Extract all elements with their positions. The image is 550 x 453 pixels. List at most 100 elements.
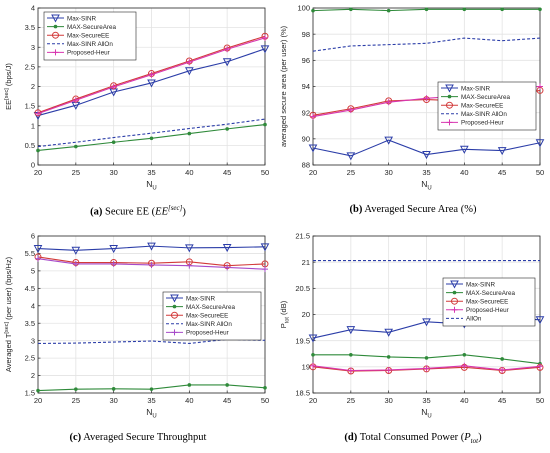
- chart-0-series-1-point-3: [149, 136, 154, 141]
- chart-2-series-1-point-1: [74, 387, 78, 391]
- chart-panel-d: 20 25 30 35 40 45 50 18.5 19 19.5 20 20.5 21 21.5 NU Pt…: [275, 228, 550, 423]
- chart-3-series-3-point-6: [537, 363, 543, 370]
- chart-0-series-4-point-6: [262, 34, 268, 41]
- chart-0-ytick-label-6: 3: [31, 43, 35, 52]
- chart-3-ytick-label-3: 20: [302, 310, 310, 319]
- chart-1-series-1-point-1: [349, 7, 353, 12]
- caption-d: (d) Total Consumed Power (Ptot): [283, 432, 543, 445]
- chart-0-ylabel: EE[sec] (bps/J): [4, 63, 13, 110]
- chart-2-series-4: [35, 255, 268, 273]
- chart-3-legend-marker-2: [451, 297, 458, 305]
- chart-1-legend-label-3: Max-SINR AllOn: [461, 111, 507, 118]
- chart-1-series-0-point-5: [497, 147, 507, 156]
- chart-3-ytick-label-6: 21.5: [295, 232, 310, 241]
- chart-2-ytick-label-5: 4: [31, 301, 35, 310]
- chart-0-legend-label-1: MAX-SecureArea: [67, 24, 116, 31]
- chart-1-ytick-label-5: 98: [302, 30, 310, 39]
- chart-0-series-1-point-5: [225, 127, 229, 131]
- chart-2-legend-marker-1: [172, 304, 177, 309]
- chart-1-xlabel: NU: [421, 179, 431, 192]
- chart-2-series-4-point-6: [262, 266, 268, 273]
- chart-2-series-3-line: [37, 338, 266, 345]
- chart-a-svg: 20 25 30 35 40 45 50 0 0.5 1 1.5 2 2.5 3 3.5 4 NU EE[sec]…: [4, 4, 270, 192]
- chart-1-xtick-label-4: 40: [460, 168, 468, 177]
- caption-d-close: ): [478, 432, 482, 443]
- caption-d-math: P: [464, 432, 471, 443]
- chart-0-ytick-label-3: 1.5: [25, 102, 35, 111]
- chart-1-xtick-label-3: 35: [422, 168, 430, 177]
- chart-0-series-3-line: [37, 118, 266, 148]
- chart-1-series-0-point-1: [346, 152, 356, 161]
- chart-1-legend-label-4: Proposed-Heur: [461, 120, 504, 127]
- chart-1-series-3: [312, 37, 541, 52]
- caption-c: (c) Averaged Secure Throughput: [8, 432, 268, 443]
- chart-0-xtick-label-5: 45: [223, 168, 231, 177]
- chart-3-ytick-label-4: 20.5: [295, 284, 310, 293]
- chart-0-legend-label-2: Max-SecureEE: [67, 33, 109, 40]
- chart-2-xlabel: NU: [146, 407, 156, 420]
- chart-0-ylabel-main: EE: [4, 100, 13, 110]
- chart-2-legend-marker-2: [171, 311, 178, 319]
- chart-3-series-3-point-1: [347, 367, 354, 374]
- chart-0-series-3: [37, 118, 266, 148]
- chart-0-legend-marker-4: [52, 49, 59, 56]
- chart-1-series-1-point-4: [462, 7, 467, 12]
- chart-1-series-1: [311, 7, 542, 13]
- chart-3-ytick-label-1: 19: [302, 362, 310, 371]
- chart-1-series-4-point-2: [385, 99, 392, 106]
- chart-1-series-4-point-6: [537, 83, 543, 90]
- chart-1-ytick-label-2: 92: [302, 108, 310, 117]
- chart-1-ytick-label-6: 100: [297, 4, 310, 13]
- chart-1-legend-label-0: Max-SINR: [461, 85, 490, 92]
- chart-1-legend: Max-SINR MAX-SecureArea Max-SecureEEMax-SI…: [437, 81, 537, 131]
- chart-1-series-1-point-0: [311, 8, 315, 13]
- chart-1-series-0-point-4: [459, 145, 469, 154]
- chart-3-legend-marker-3: [451, 306, 458, 313]
- chart-panel-b: 20 25 30 35 40 45 50 88 90 92 94 96 98 100 NU averaged …: [275, 0, 550, 195]
- chart-1-xtick-label-1: 25: [347, 168, 355, 177]
- chart-1-legend-marker-1: [447, 94, 452, 99]
- chart-0-ylabel-rest: (bps/J): [4, 63, 13, 89]
- chart-3-legend-marker-0: [450, 280, 459, 289]
- chart-0-series-4-point-1: [72, 97, 79, 104]
- chart-3-series-0-point-6: [535, 316, 545, 325]
- chart-0-series-0: [33, 45, 270, 121]
- chart-2-series-4-point-4: [186, 262, 193, 269]
- chart-0-ytick-label-4: 2: [31, 82, 35, 91]
- chart-1-legend-label-1: MAX-SecureArea: [461, 94, 510, 101]
- chart-0-series-1-point-6: [263, 122, 267, 127]
- caption-d-text: Total Consumed Power (: [359, 432, 465, 443]
- chart-2-series-0-point-0: [33, 245, 43, 254]
- chart-panel-c: 20 25 30 35 40 45 50 1.5 2 2.5 3 3.5 4 4.5 5 5.5 6 NU Aver…: [0, 228, 275, 423]
- chart-2-ytick-label-8: 5.5: [25, 249, 35, 258]
- chart-3-xtick-label-6: 50: [536, 396, 544, 405]
- chart-0-legend-label-0: Max-SINR: [67, 15, 96, 22]
- chart-2-series-1-point-2: [111, 387, 116, 391]
- caption-a-sup: [sec]: [167, 204, 183, 212]
- chart-0-xtick-label-6: 50: [261, 168, 269, 177]
- chart-0-xtick-label-2: 30: [109, 168, 117, 177]
- chart-c-svg: 20 25 30 35 40 45 50 1.5 2 2.5 3 3.5 4 4.5 5 5.5 6 NU Aver…: [4, 232, 270, 420]
- chart-3-xlabel: NU: [421, 407, 431, 420]
- chart-2-series-4-point-3: [148, 261, 155, 268]
- chart-0-xlabel-sub: U: [152, 186, 156, 192]
- chart-1-series-0-line: [312, 139, 541, 157]
- chart-3-legend-label-0: Max-SINR: [466, 281, 495, 288]
- chart-1-series-0-point-3: [422, 151, 431, 160]
- chart-3-series-0-point-0: [308, 334, 318, 343]
- chart-1-xlabel-sub: U: [427, 186, 431, 192]
- chart-2-ytick-label-7: 5: [31, 266, 35, 275]
- chart-2-xlabel-sub: U: [152, 414, 156, 420]
- chart-0-series-4: [35, 34, 268, 117]
- chart-0-series-4-point-4: [186, 59, 193, 66]
- chart-0-legend-marker-2: [52, 31, 59, 39]
- chart-1-ytick-label-3: 94: [302, 82, 310, 91]
- chart-0-ytick-label-7: 3.5: [25, 23, 35, 32]
- chart-0-ytick-label-2: 1: [31, 121, 35, 130]
- chart-1-series-1-point-6: [538, 7, 542, 12]
- chart-0-series-4-point-2: [110, 83, 117, 90]
- chart-2-series-1-point-5: [225, 383, 229, 387]
- chart-2-ytick-label-0: 1.5: [25, 389, 35, 398]
- chart-2-series-1-point-6: [263, 385, 267, 390]
- chart-2-ytick-label-2: 2.5: [25, 354, 35, 363]
